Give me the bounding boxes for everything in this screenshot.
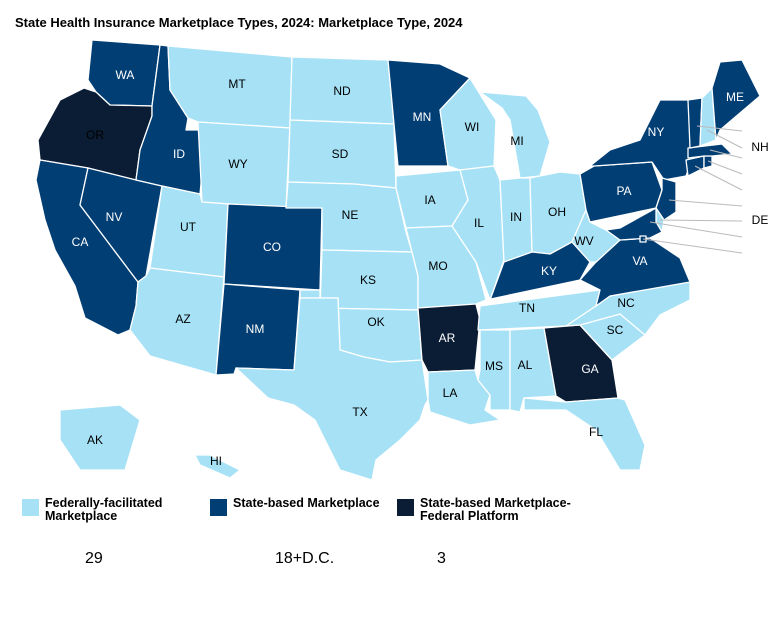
state-label-la: LA (443, 386, 458, 400)
state-ma (687, 143, 733, 159)
state-tx (235, 297, 429, 481)
state-label-md: MD (751, 229, 770, 243)
leader-line-nh (706, 129, 743, 149)
state-label-ut: UT (180, 220, 197, 234)
state-md (605, 207, 663, 241)
state-label-il: IL (474, 216, 484, 230)
state-la (427, 369, 501, 426)
state-label-tx: TX (352, 405, 367, 419)
state-label-ne: NE (342, 208, 359, 222)
legend-count-state: 18+D.C. (275, 550, 335, 567)
state-label-mt: MT (228, 77, 246, 91)
leader-line-dc (642, 238, 743, 254)
state-label-ri: RI (754, 166, 766, 180)
state-label-sc: SC (607, 323, 624, 337)
state-label-ia: IA (424, 193, 435, 207)
state-label-ak: AK (87, 433, 103, 447)
state-label-ny: NY (648, 125, 665, 139)
state-label-pa: PA (616, 184, 631, 198)
state-az (129, 267, 225, 376)
state-label-or: OR (86, 128, 104, 142)
leader-line-ma (709, 149, 743, 159)
state-wv (571, 209, 621, 263)
state-label-tn: TN (519, 301, 535, 315)
state-label-sd: SD (332, 147, 349, 161)
state-label-ga: GA (581, 362, 598, 376)
leader-line-nj (668, 199, 743, 207)
state-label-mn: MN (413, 110, 432, 124)
state-label-co: CO (263, 240, 281, 254)
state-ak (59, 404, 141, 471)
state-label-ar: AR (439, 331, 456, 345)
state-label-de: DE (752, 213, 769, 227)
state-label-ok: OK (367, 315, 384, 329)
legend-label-state-federal: State-based Marketplace-Federal Platform (420, 496, 571, 523)
state-label-fl: FL (589, 425, 603, 439)
state-label-nh: NH (751, 140, 768, 154)
leader-line-md (649, 221, 743, 238)
state-label-id: ID (173, 147, 185, 161)
state-me (711, 59, 761, 141)
state-label-nd: ND (333, 84, 351, 98)
state-label-az: AZ (175, 312, 190, 326)
legend-item-state-federal: State-based Marketplace-Federal Platform (397, 497, 585, 523)
state-label-ms: MS (485, 359, 503, 373)
legend-count-federal: 29 (85, 550, 103, 567)
state-label-al: AL (518, 358, 533, 372)
state-label-vt: VT (752, 123, 768, 137)
leader-line-vt (696, 125, 743, 132)
state-fl (523, 397, 646, 471)
state-label-nm: NM (246, 322, 265, 336)
state-label-ma: MA (751, 150, 769, 164)
state-label-me: ME (726, 90, 744, 104)
leader-line-ct (694, 165, 743, 191)
state-label-mi: MI (510, 134, 523, 148)
legend-label-state: State-based Marketplace (233, 496, 380, 510)
state-label-wi: WI (465, 120, 480, 134)
legend-item-federal: Federally-facilitated Marketplace (22, 497, 210, 523)
legend-swatch-state-federal (397, 499, 414, 516)
state-label-mo: MO (428, 259, 447, 273)
map-title: State Health Insurance Marketplace Types… (15, 15, 463, 30)
state-hi (194, 454, 241, 479)
state-label-ks: KS (360, 273, 376, 287)
state-label-ky: KY (541, 264, 557, 278)
state-label-nc: NC (617, 296, 635, 310)
state-label-hi: HI (210, 454, 222, 468)
state-label-oh: OH (548, 205, 566, 219)
state-label-in: IN (510, 210, 522, 224)
state-label-va: VA (632, 254, 647, 268)
legend-swatch-state (210, 499, 227, 516)
state-label-ca: CA (72, 235, 89, 249)
legend-label-federal: Federally-facilitated Marketplace (45, 496, 163, 523)
state-label-dc: DC (751, 245, 769, 259)
state-label-nv: NV (106, 210, 123, 224)
state-label-nj: NJ (753, 198, 768, 212)
legend-item-state: State-based Marketplace (210, 497, 398, 516)
leader-line-ri (707, 160, 743, 175)
state-label-ct: CT (752, 182, 769, 196)
state-label-wv: WV (574, 234, 593, 248)
legend-count-state-federal: 3 (437, 550, 446, 567)
state-label-wa: WA (116, 68, 135, 82)
legend-swatch-federal (22, 499, 39, 516)
leader-line-de (658, 219, 743, 222)
state-label-wy: WY (228, 157, 247, 171)
